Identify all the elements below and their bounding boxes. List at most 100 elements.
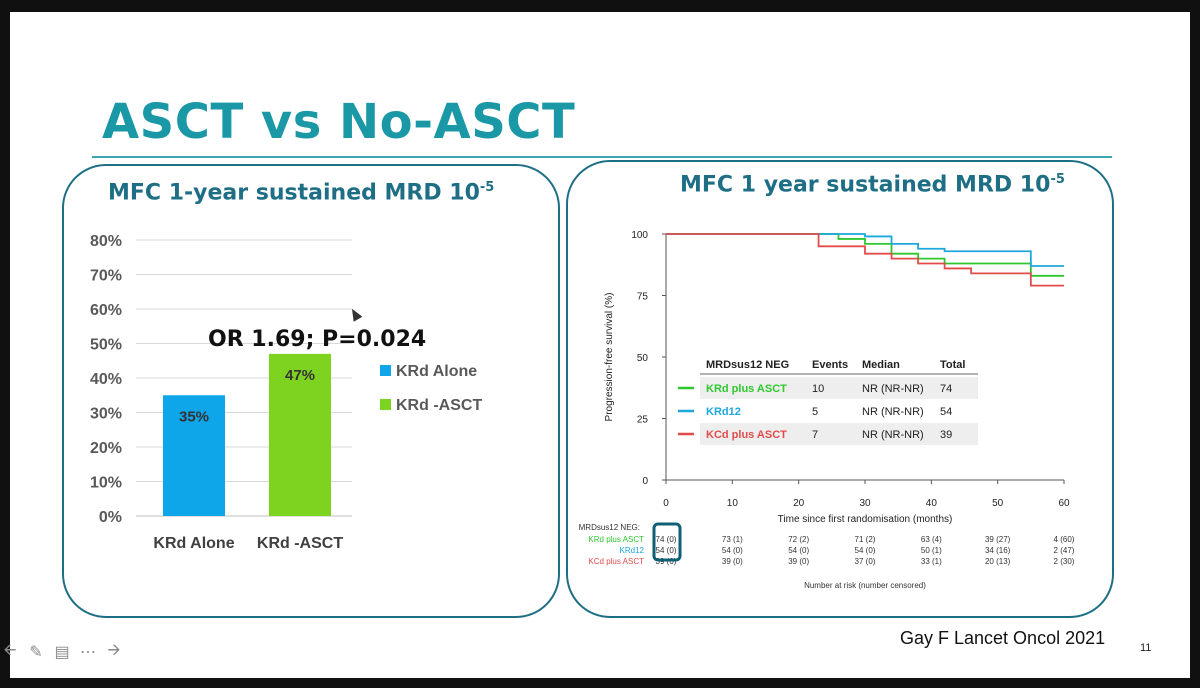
table-row-bg [700,423,978,445]
x-axis-title: Time since first randomisation (months) [778,514,953,525]
x-tick-label: 40 [926,498,938,509]
risk-cell: 54 (0) [788,546,809,555]
y-tick-label: 100 [631,230,648,241]
y-tick-label: 60% [90,302,122,319]
risk-cell: 34 (16) [985,546,1011,555]
y-tick-label: 75 [637,292,649,303]
right-panel: MFC 1 year sustained MRD 10-5 0 25 50 75 100… [566,160,1114,618]
bar-chart: 0% 10% 20% 30% 40% 50% 60% 70% 80% 35% KRd Alone 47… [90,233,482,552]
table-arm-label: KRd plus ASCT [706,383,787,395]
table-median-cell: NR (NR-NR) [862,429,924,441]
risk-table-footer: Number at risk (number censored) [804,581,926,590]
slide: ASCT vs No-ASCT MFC 1-year sustained MRD… [10,12,1190,678]
x-tick-label: 50 [992,498,1004,509]
risk-row-label: KRd12 [620,546,645,555]
table-total-cell: 74 [940,383,952,395]
left-panel-title: MFC 1-year sustained MRD 10-5 [108,180,494,205]
table-arm-label: KCd plus ASCT [706,429,787,441]
x-tick-label: 0 [663,498,669,509]
km-curve-krd12 [666,233,1064,267]
x-category-label: KRd -ASCT [257,535,343,552]
more-icon[interactable]: ⋯ [80,644,96,661]
x-tick-label: 10 [727,498,739,509]
y-tick-label: 25 [637,415,649,426]
table-row-bg [700,400,978,422]
bar-krd-alone [163,395,225,516]
table-arm-label: KRd12 [706,406,741,418]
x-tick-label: 60 [1058,498,1070,509]
odds-ratio-annotation: OR 1.69; P=0.024 [208,327,426,352]
arrow-left-icon[interactable]: 🡨 [3,641,17,659]
y-tick-label: 40% [90,371,122,388]
table-header-cell: MRDsus12 NEG [706,359,789,371]
pen-icon[interactable]: ✎ [29,644,43,661]
legend-swatch [380,365,391,376]
bar-krd-asct [269,353,331,516]
y-tick-label: 80% [90,233,122,250]
y-tick-label: 50 [637,353,649,364]
risk-cell: 54 (0) [656,546,677,555]
x-category-label: KRd Alone [153,535,234,552]
risk-cell: 33 (1) [921,557,942,566]
risk-cell: 72 (2) [788,535,809,544]
km-survival-chart: 0 25 50 75 100 0 10 20 30 40 50 60 Time since first … [579,230,1075,590]
subtitles-icon[interactable]: ▤ [54,644,70,661]
y-axis-title: Progression-free survival (%) [604,293,615,422]
right-title-superscript: -5 [1050,172,1065,187]
table-median-cell: NR (NR-NR) [862,383,924,395]
y-tick-label: 30% [90,406,122,423]
y-tick-label: 10% [90,475,122,492]
risk-row-label: KCd plus ASCT [588,557,644,566]
risk-cell: 74 (0) [656,535,677,544]
y-tick-label: 50% [90,337,122,354]
table-median-cell: NR (NR-NR) [862,406,924,418]
risk-cell: 50 (1) [921,546,942,555]
legend-label: KRd -ASCT [396,397,482,414]
citation: Gay F Lancet Oncol 2021 [900,628,1106,648]
legend-label: KRd Alone [396,363,477,380]
table-events-cell: 7 [812,429,818,441]
y-tick-label: 0% [99,509,122,526]
risk-cell: 71 (2) [855,535,876,544]
km-curve-kcd-plus-asct [666,233,1064,287]
bar-data-label: 35% [179,408,209,425]
table-events-cell: 10 [812,383,824,395]
risk-cell: 2 (30) [1054,557,1075,566]
title-divider [92,156,1112,158]
legend-swatch [380,399,391,410]
presentation-toolbar: 🡨 ✎ ▤ ⋯ 🡪 [0,640,124,664]
right-panel-title: MFC 1 year sustained MRD 10-5 [680,172,1065,197]
risk-cell: 54 (0) [722,546,743,555]
risk-table-header: MRDsus12 NEG: [579,523,640,532]
risk-cell: 37 (0) [855,557,876,566]
risk-cell: 39 (0) [788,557,809,566]
y-tick-label: 0 [642,476,648,487]
risk-cell: 73 (1) [722,535,743,544]
arrow-right-icon[interactable]: 🡪 [107,641,121,659]
risk-cell: 20 (13) [985,557,1011,566]
risk-cell: 63 (4) [921,535,942,544]
table-total-cell: 39 [940,429,952,441]
risk-row-label: KRd plus ASCT [588,535,644,544]
table-row-bg [700,377,978,399]
left-panel: MFC 1-year sustained MRD 10-5 0% 10% 20% 30… [62,164,560,618]
x-tick-label: 30 [859,498,871,509]
risk-cell: 54 (0) [855,546,876,555]
risk-cell: 4 (60) [1054,535,1075,544]
x-tick-label: 20 [793,498,805,509]
table-header-bg [700,352,976,376]
slide-title: ASCT vs No-ASCT [102,94,576,150]
right-title-main: MFC 1 year sustained MRD 10 [680,172,1051,198]
y-tick-label: 20% [90,440,122,457]
risk-cell: 39 (27) [985,535,1011,544]
table-header-cell: Events [812,359,848,371]
y-tick-label: 70% [90,268,122,285]
page-number: 11 [1140,642,1152,654]
table-header-cell: Total [940,359,965,371]
left-title-main: MFC 1-year sustained MRD 10 [108,180,480,206]
left-title-superscript: -5 [479,180,495,195]
risk-cell: 2 (47) [1054,546,1075,555]
risk-cell: 39 (0) [722,557,743,566]
bar-data-label: 47% [285,367,315,384]
table-total-cell: 54 [940,406,952,418]
